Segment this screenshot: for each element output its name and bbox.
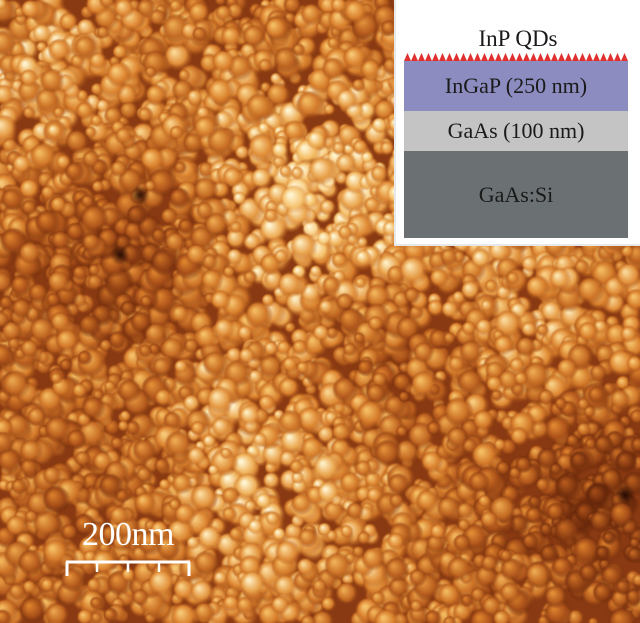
inp-qds-label: InP QDs: [478, 26, 558, 51]
quantum-dots-row: [404, 53, 628, 61]
ingap-layer: InGaP (250 nm): [404, 61, 628, 111]
gaas-layer: GaAs (100 nm): [404, 111, 628, 151]
scale-bar-label: 200nm: [82, 516, 174, 553]
scale-bar-ruler: [65, 560, 191, 576]
gaas-si-substrate: GaAs:Si: [404, 151, 628, 238]
scale-bar: 200nm: [64, 514, 192, 584]
layer-structure-inset: InP QDs InGaP (250 nm) GaAs (100 nm) GaA…: [394, 0, 640, 246]
